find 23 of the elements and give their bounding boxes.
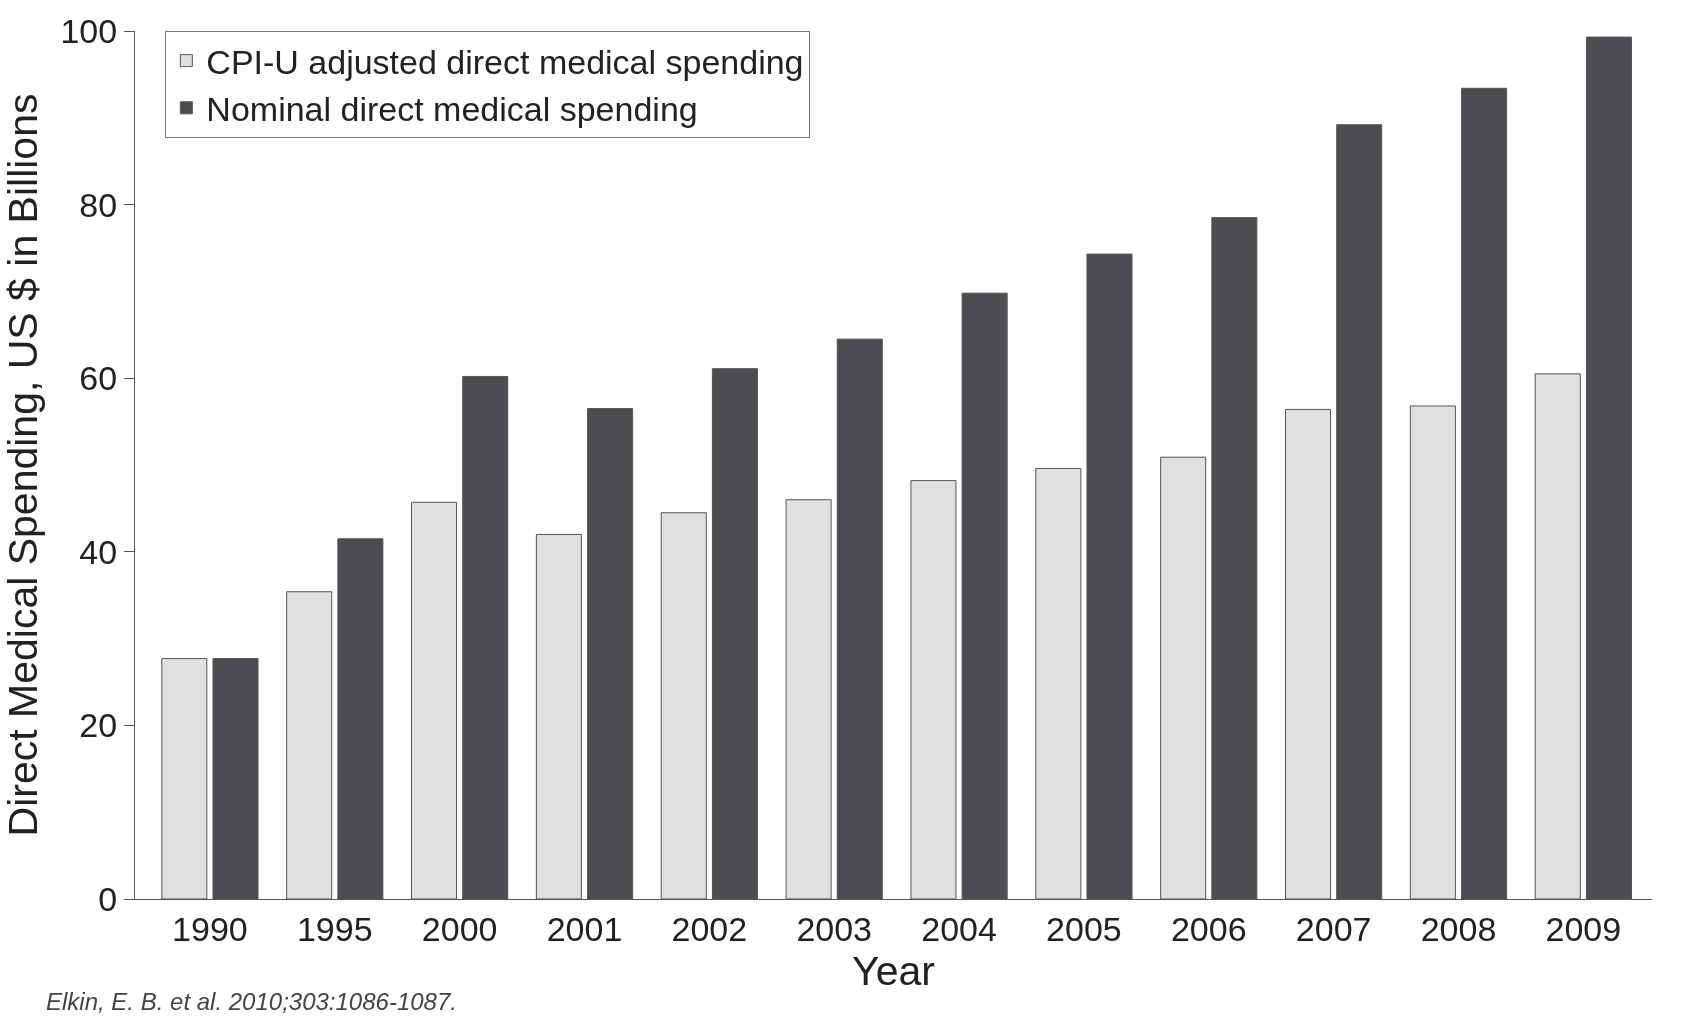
x-tick-label: 2001 (546, 909, 623, 948)
x-tick-label: 2006 (1170, 909, 1247, 948)
y-tick-label: 80 (79, 185, 118, 224)
x-tick-label: 2003 (796, 909, 873, 948)
x-tick-label: 2002 (671, 909, 748, 948)
legend-label: Nominal direct medical spending (206, 90, 698, 129)
x-tick-label: 2008 (1420, 909, 1497, 948)
x-tick-label: 1990 (172, 909, 248, 948)
text: Elkin, E. B. et al. 2010;303:1086-1087. (46, 988, 457, 1015)
y-tick-label: 100 (60, 11, 118, 50)
x-tick-label: 2005 (1046, 909, 1122, 948)
x-tick-label: 2009 (1545, 909, 1622, 948)
y-tick-label: 60 (79, 359, 118, 398)
y-axis-title: Direct Medical Spending, US $ in Billions (0, 93, 46, 837)
x-tick-label: 2000 (421, 909, 498, 948)
x-tick-label: 1995 (296, 909, 373, 948)
x-tick-label: 2007 (1295, 909, 1372, 948)
y-tick-label: 40 (79, 532, 118, 571)
y-tick-label: 0 (98, 879, 118, 918)
x-tick-label: 2004 (921, 909, 997, 948)
legend-label: CPI-U adjusted direct medical spending (206, 42, 804, 81)
x-axis-title: Year (852, 947, 935, 994)
y-tick-label: 20 (79, 706, 118, 745)
